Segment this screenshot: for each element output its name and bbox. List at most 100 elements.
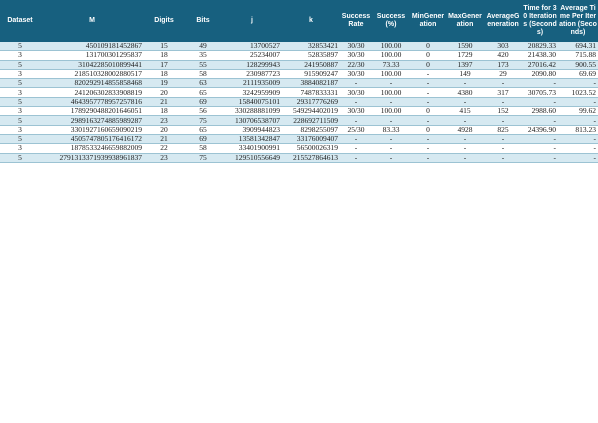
cell-dataset: 5 — [0, 42, 40, 52]
cell-dataset: 3 — [0, 87, 40, 98]
cell-average-generation: 173 — [484, 60, 522, 70]
cell-j: 128299943 — [222, 60, 282, 70]
cell-dataset: 3 — [0, 106, 40, 117]
cell-min-generation: - — [410, 78, 446, 89]
cell-success-percent: 73.33 — [372, 60, 410, 70]
cell-average-generation: - — [484, 134, 522, 145]
cell-success-percent: - — [372, 143, 410, 154]
cell-dataset: 5 — [0, 60, 40, 70]
col-header-success-percent: Success (%) — [372, 0, 410, 42]
cell-digits: 23 — [144, 115, 184, 126]
col-header-dataset: Dataset — [0, 0, 40, 42]
cell-time-30-iterations: - — [522, 143, 558, 154]
cell-dataset: 3 — [0, 143, 40, 154]
cell-m: 3301927160659090219 — [40, 125, 144, 135]
cell-min-generation: - — [410, 115, 446, 126]
cell-average-generation: - — [484, 97, 522, 108]
table-row: 5 31042285010899441 17 55 128299943 241950887… — [0, 60, 598, 70]
cell-max-generation: - — [446, 143, 484, 154]
cell-success-rate: - — [340, 97, 372, 108]
cell-max-generation: - — [446, 134, 484, 145]
cell-success-rate: 30/30 — [340, 87, 372, 98]
col-header-m: M — [40, 0, 144, 42]
cell-time-30-iterations: - — [522, 78, 558, 89]
cell-min-generation: - — [410, 143, 446, 154]
cell-time-30-iterations: - — [522, 115, 558, 126]
cell-m: 218510328002880517 — [40, 69, 144, 80]
cell-bits: 69 — [184, 134, 222, 145]
cell-dataset: 5 — [0, 97, 40, 108]
cell-digits: 18 — [144, 106, 184, 117]
cell-digits: 20 — [144, 87, 184, 98]
table-body: 5 450109181452867 15 49 13700527 32853421 30/3… — [0, 42, 598, 163]
cell-success-percent: 100.00 — [372, 50, 410, 61]
cell-k: 8298255097 — [282, 125, 340, 135]
cell-success-percent: 100.00 — [372, 42, 410, 52]
cell-success-percent: - — [372, 115, 410, 126]
col-header-average-generation: AverageGeneration — [484, 0, 522, 42]
cell-dataset: 3 — [0, 69, 40, 80]
col-header-min-generation: MinGeneration — [410, 0, 446, 42]
cell-max-generation: 1397 — [446, 60, 484, 70]
cell-min-generation: 0 — [410, 106, 446, 117]
cell-j: 13700527 — [222, 42, 282, 52]
cell-success-percent: - — [372, 78, 410, 89]
cell-success-percent: - — [372, 97, 410, 108]
cell-m: 31042285010899441 — [40, 60, 144, 70]
table-row: 5 4505747805176416172 21 69 13581342847 33176… — [0, 134, 598, 145]
cell-time-30-iterations: 24396.90 — [522, 125, 558, 135]
cell-k: 228692711509 — [282, 115, 340, 126]
col-header-digits: Digits — [144, 0, 184, 42]
cell-bits: 56 — [184, 106, 222, 117]
cell-digits: 17 — [144, 60, 184, 70]
col-header-j: j — [222, 0, 282, 42]
cell-max-generation: 415 — [446, 106, 484, 117]
cell-digits: 21 — [144, 134, 184, 145]
cell-max-generation: - — [446, 97, 484, 108]
cell-average-time-per-iteration: 69.69 — [558, 69, 598, 80]
cell-average-generation: - — [484, 78, 522, 89]
table-row: 3 241206302833908819 20 65 3242959909 7487833… — [0, 87, 598, 98]
cell-average-generation: 317 — [484, 87, 522, 98]
cell-average-generation: - — [484, 153, 522, 163]
cell-time-30-iterations: 21438.30 — [522, 50, 558, 61]
cell-min-generation: - — [410, 97, 446, 108]
cell-k: 3884082187 — [282, 78, 340, 89]
table-row: 5 450109181452867 15 49 13700527 32853421 30/3… — [0, 42, 598, 52]
cell-bits: 58 — [184, 143, 222, 154]
cell-bits: 49 — [184, 42, 222, 52]
cell-m: 4505747805176416172 — [40, 134, 144, 145]
col-header-k: k — [282, 0, 340, 42]
cell-min-generation: 0 — [410, 125, 446, 135]
cell-success-rate: - — [340, 143, 372, 154]
table-row: 3 131700301295837 18 35 25234007 52835897 30/3… — [0, 50, 598, 61]
cell-average-time-per-iteration: 813.23 — [558, 125, 598, 135]
cell-max-generation: 4380 — [446, 87, 484, 98]
cell-m: 1789290488201646051 — [40, 106, 144, 117]
results-table-region: Dataset M Digits Bits j k SuccessRate Su… — [0, 0, 598, 178]
cell-average-generation: - — [484, 115, 522, 126]
cell-average-generation: 303 — [484, 42, 522, 52]
cell-max-generation: - — [446, 78, 484, 89]
cell-dataset: 3 — [0, 125, 40, 135]
cell-average-time-per-iteration: 900.55 — [558, 60, 598, 70]
table-row: 5 2989163274885989287 23 75 130706538707 2286… — [0, 115, 598, 126]
cell-j: 3909944823 — [222, 125, 282, 135]
cell-m: 820292914855858468 — [40, 78, 144, 89]
table-row: 5 4643957778957257816 21 69 15840075101 29317… — [0, 97, 598, 108]
cell-dataset: 5 — [0, 115, 40, 126]
cell-digits: 22 — [144, 143, 184, 154]
cell-dataset: 5 — [0, 153, 40, 163]
cell-bits: 75 — [184, 153, 222, 163]
cell-m: 2791313371939938961837 — [40, 153, 144, 163]
cell-k: 215527864613 — [282, 153, 340, 163]
cell-success-rate: - — [340, 115, 372, 126]
cell-success-percent: - — [372, 134, 410, 145]
cell-min-generation: - — [410, 153, 446, 163]
cell-average-time-per-iteration: - — [558, 115, 598, 126]
cell-k: 915909247 — [282, 69, 340, 80]
cell-time-30-iterations: - — [522, 134, 558, 145]
cell-average-generation: 825 — [484, 125, 522, 135]
cell-success-percent: 100.00 — [372, 87, 410, 98]
cell-digits: 21 — [144, 97, 184, 108]
